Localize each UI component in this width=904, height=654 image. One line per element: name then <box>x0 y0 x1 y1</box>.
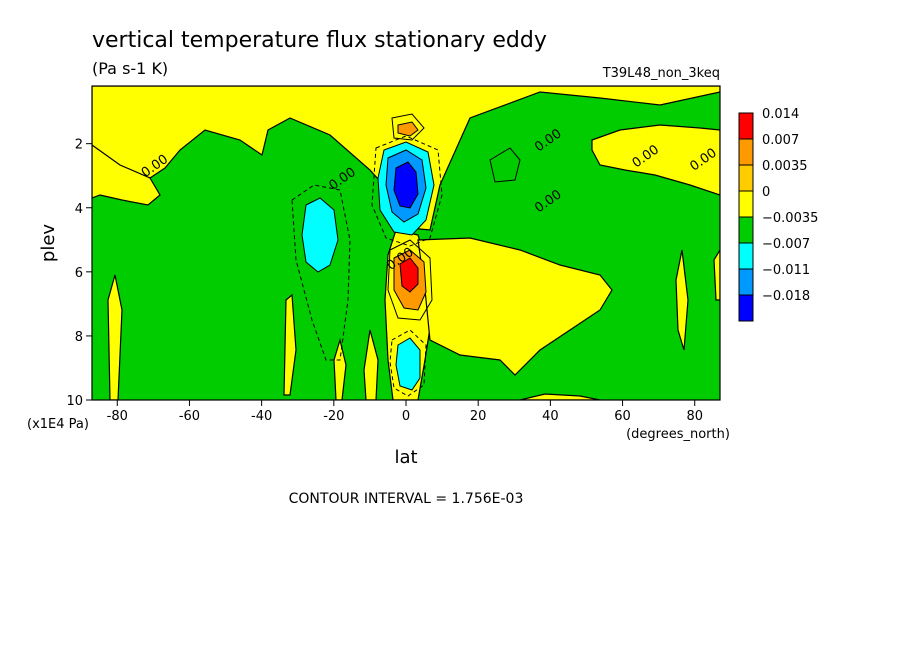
legend-label: −0.007 <box>762 237 810 252</box>
negative-regions <box>301 141 435 391</box>
y-tick-label: 8 <box>75 330 83 345</box>
y-tick-label: 10 <box>66 394 83 409</box>
legend-label: −0.0035 <box>762 211 818 226</box>
run-label: T39L48_non_3keq <box>602 66 720 81</box>
y-axis: 2 4 6 8 10 <box>66 138 92 409</box>
color-legend: 0.014 0.007 0.0035 0 −0.0035 −0.007 −0.011 −0.0… <box>738 107 818 322</box>
left-spike <box>107 274 123 400</box>
bottom-right-strip <box>519 393 601 400</box>
y-tick-label: 6 <box>75 266 83 281</box>
x-axis: -80 -60 -40 -20 0 20 40 60 80 <box>107 400 703 424</box>
legend-label: −0.011 <box>762 263 810 278</box>
units-label: (Pa s-1 K) <box>92 59 168 78</box>
contour-interval: CONTOUR INTERVAL = 1.756E-03 <box>289 491 524 507</box>
legend-label: −0.018 <box>762 289 810 304</box>
dashed-contours <box>291 135 443 397</box>
central-mid-spike <box>363 329 379 400</box>
x-tick-label: -40 <box>251 409 272 424</box>
y-units: (x1E4 Pa) <box>27 417 89 432</box>
legend-label: 0 <box>762 185 770 200</box>
blue-deep-core <box>393 161 419 209</box>
right-spike <box>675 249 689 351</box>
plot-area: 0.00 0.000.000.000.00 0.000.00 <box>92 86 720 400</box>
x-units: (degrees_north) <box>626 427 730 442</box>
legend-swatch <box>738 242 754 270</box>
legend-label: 0.0035 <box>762 159 808 174</box>
x-tick-label: -60 <box>179 409 200 424</box>
legend-swatch <box>738 294 754 322</box>
red-core <box>399 257 419 293</box>
y-tick-label: 2 <box>75 138 83 153</box>
solid-contours <box>387 113 521 321</box>
cyan-left-lobe <box>301 197 339 273</box>
right-upper-patch <box>591 124 720 196</box>
legend-swatch <box>738 138 754 166</box>
x-tick-label: 40 <box>542 409 559 424</box>
central-left-spike <box>283 293 297 396</box>
x-tick-label: -20 <box>323 409 344 424</box>
legend-swatch <box>738 216 754 244</box>
legend-label: 0.014 <box>762 107 799 122</box>
y-axis-label: plev <box>38 224 59 263</box>
chart-title: vertical temperature flux stationary edd… <box>92 28 547 53</box>
x-tick-label: 60 <box>614 409 631 424</box>
legend-swatch <box>738 190 754 218</box>
legend-swatch <box>738 112 754 140</box>
x-tick-label: -80 <box>107 409 128 424</box>
y-tick-label: 4 <box>75 202 83 217</box>
x-tick-label: 20 <box>470 409 487 424</box>
x-tick-label: 80 <box>686 409 703 424</box>
legend-label: 0.007 <box>762 133 799 148</box>
x-tick-label: 0 <box>402 409 410 424</box>
legend-swatch <box>738 164 754 192</box>
cyan-lower-core <box>395 337 421 391</box>
mid-right-slab <box>417 237 613 376</box>
right-edge-spike <box>713 248 720 301</box>
left-tongue <box>92 144 161 206</box>
central-left-spike-2 <box>333 337 347 400</box>
legend-swatch <box>738 268 754 296</box>
x-axis-label: lat <box>394 447 417 468</box>
orange-top-dot <box>397 121 419 137</box>
positive-core <box>393 121 427 311</box>
